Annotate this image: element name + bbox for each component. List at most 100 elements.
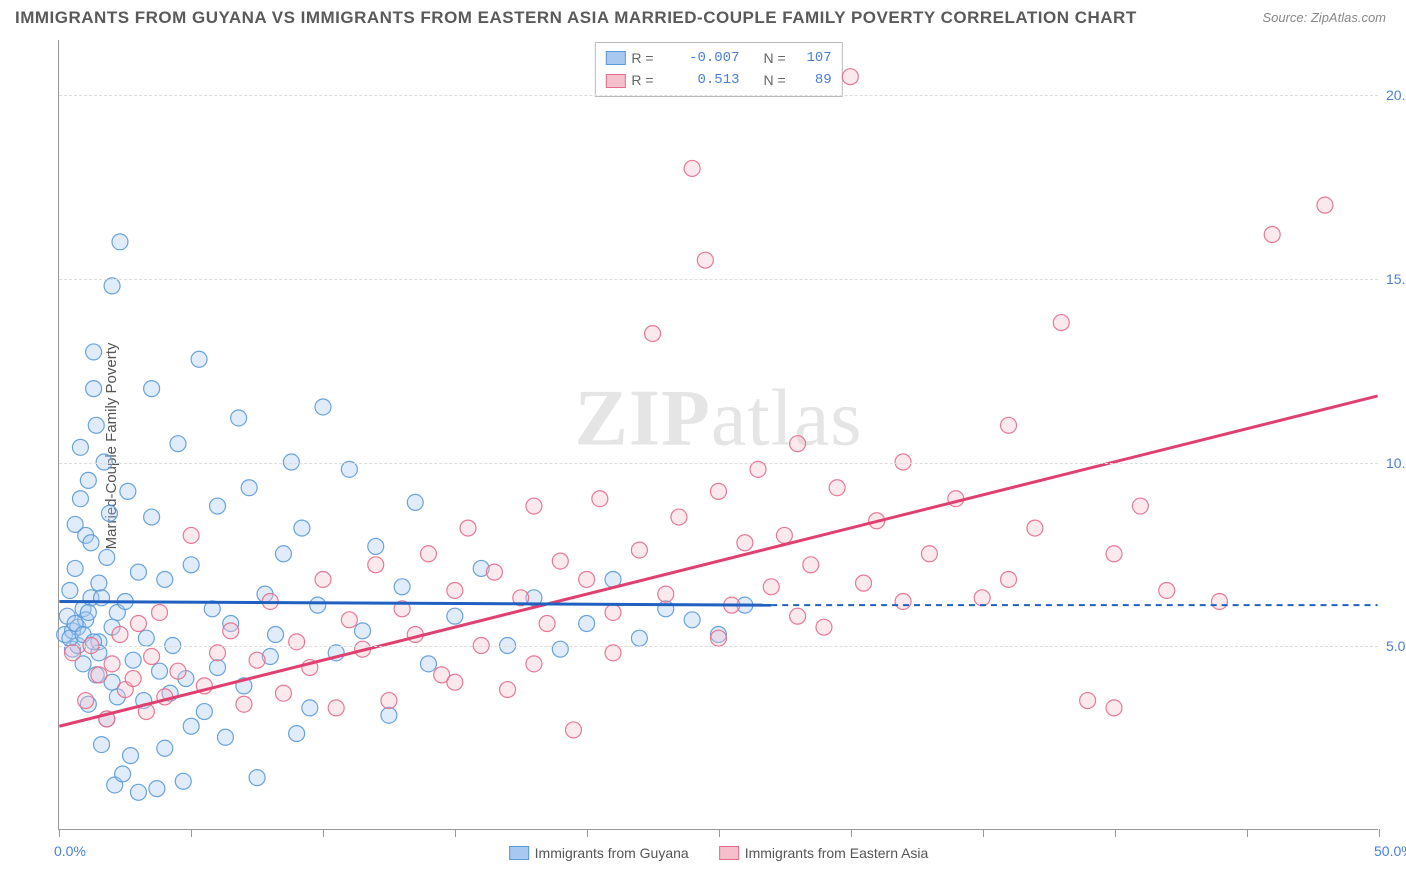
swatch-easia-icon xyxy=(719,846,739,860)
source-label: Source: ZipAtlas.com xyxy=(1262,10,1386,25)
data-point xyxy=(737,535,753,551)
x-tick xyxy=(1379,829,1380,837)
x-tick xyxy=(587,829,588,837)
data-point xyxy=(711,483,727,499)
swatch-guyana-icon xyxy=(509,846,529,860)
data-point xyxy=(500,682,516,698)
series-name-2: Immigrants from Eastern Asia xyxy=(745,845,929,861)
data-point xyxy=(394,579,410,595)
data-point xyxy=(217,729,233,745)
data-point xyxy=(157,571,173,587)
data-point xyxy=(62,582,78,598)
x-tick xyxy=(59,829,60,837)
gridline xyxy=(59,463,1378,464)
data-point xyxy=(381,693,397,709)
data-point xyxy=(170,436,186,452)
data-point xyxy=(101,505,117,521)
gridline xyxy=(59,95,1378,96)
data-point xyxy=(91,575,107,591)
data-point xyxy=(241,480,257,496)
data-point xyxy=(526,656,542,672)
data-point xyxy=(120,483,136,499)
series-name-1: Immigrants from Guyana xyxy=(535,845,689,861)
data-point xyxy=(790,608,806,624)
data-point xyxy=(88,417,104,433)
y-tick-label: 10.0% xyxy=(1386,455,1406,471)
legend-item-easia: Immigrants from Eastern Asia xyxy=(719,845,929,861)
x-tick xyxy=(191,829,192,837)
data-point xyxy=(315,571,331,587)
y-tick-label: 20.0% xyxy=(1386,87,1406,103)
data-point xyxy=(67,560,83,576)
data-point xyxy=(486,564,502,580)
data-point xyxy=(1211,593,1227,609)
data-point xyxy=(175,773,191,789)
data-point xyxy=(631,630,647,646)
data-point xyxy=(144,509,160,525)
y-tick-label: 5.0% xyxy=(1386,638,1406,654)
data-point xyxy=(856,575,872,591)
data-point xyxy=(310,597,326,613)
data-point xyxy=(671,509,687,525)
data-point xyxy=(420,546,436,562)
data-point xyxy=(658,586,674,602)
data-point xyxy=(1001,417,1017,433)
data-point xyxy=(776,527,792,543)
y-tick-label: 15.0% xyxy=(1386,271,1406,287)
data-point xyxy=(125,652,141,668)
data-point xyxy=(407,494,423,510)
data-point xyxy=(763,579,779,595)
data-point xyxy=(579,616,595,632)
data-point xyxy=(183,527,199,543)
data-point xyxy=(231,410,247,426)
data-point xyxy=(294,520,310,536)
data-point xyxy=(539,616,555,632)
data-point xyxy=(420,656,436,672)
gridline xyxy=(59,279,1378,280)
data-point xyxy=(579,571,595,587)
data-point xyxy=(275,685,291,701)
data-point xyxy=(1080,693,1096,709)
data-point xyxy=(78,693,94,709)
data-point xyxy=(196,704,212,720)
chart-title: IMMIGRANTS FROM GUYANA VS IMMIGRANTS FRO… xyxy=(15,8,1137,28)
x-tick xyxy=(851,829,852,837)
data-point xyxy=(1027,520,1043,536)
data-point xyxy=(191,351,207,367)
data-point xyxy=(974,590,990,606)
data-point xyxy=(368,557,384,573)
data-point xyxy=(86,381,102,397)
data-point xyxy=(447,674,463,690)
data-point xyxy=(381,707,397,723)
bottom-legend: Immigrants from Guyana Immigrants from E… xyxy=(509,845,929,861)
data-point xyxy=(80,604,96,620)
data-point xyxy=(816,619,832,635)
data-point xyxy=(152,604,168,620)
data-point xyxy=(315,399,331,415)
data-point xyxy=(183,557,199,573)
data-point xyxy=(86,344,102,360)
data-point xyxy=(210,498,226,514)
data-point xyxy=(149,781,165,797)
data-point xyxy=(249,770,265,786)
data-point xyxy=(144,649,160,665)
data-point xyxy=(447,608,463,624)
data-point xyxy=(72,491,88,507)
data-point xyxy=(183,718,199,734)
data-point xyxy=(91,667,107,683)
data-point xyxy=(152,663,168,679)
data-point xyxy=(138,630,154,646)
data-point xyxy=(1001,571,1017,587)
data-point xyxy=(645,326,661,342)
x-tick xyxy=(455,829,456,837)
legend-item-guyana: Immigrants from Guyana xyxy=(509,845,689,861)
x-tick xyxy=(983,829,984,837)
x-tick xyxy=(1247,829,1248,837)
scatter-svg xyxy=(59,40,1378,829)
x-tick xyxy=(323,829,324,837)
data-point xyxy=(275,546,291,562)
data-point xyxy=(289,726,305,742)
data-point xyxy=(236,696,252,712)
data-point xyxy=(130,616,146,632)
data-point xyxy=(895,593,911,609)
